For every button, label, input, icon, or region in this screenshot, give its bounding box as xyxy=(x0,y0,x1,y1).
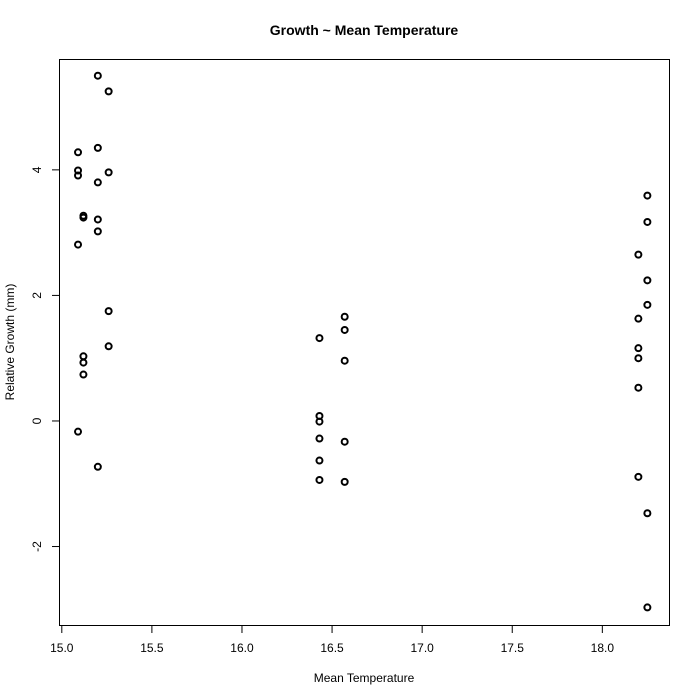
data-point xyxy=(315,434,324,443)
data-point xyxy=(340,356,349,365)
y-axis: -2 0 2 4 xyxy=(30,166,59,552)
data-point xyxy=(315,417,324,426)
data-point xyxy=(634,314,643,323)
data-point xyxy=(93,143,102,152)
data-point xyxy=(315,475,324,484)
data-point xyxy=(79,370,88,379)
data-point xyxy=(340,312,349,321)
data-point xyxy=(104,342,113,351)
data-point xyxy=(643,509,652,518)
data-point xyxy=(93,227,102,236)
data-point xyxy=(340,477,349,486)
data-point xyxy=(643,191,652,200)
x-tick-label: 15.0 xyxy=(50,641,74,655)
data-point xyxy=(315,456,324,465)
y-axis-label: Relative Growth (mm) xyxy=(3,284,17,401)
data-point xyxy=(74,171,83,180)
y-tick-label: 4 xyxy=(30,166,44,173)
data-point xyxy=(79,352,88,361)
data-point xyxy=(104,87,113,96)
data-point xyxy=(104,168,113,177)
data-point xyxy=(93,71,102,80)
data-point xyxy=(74,427,83,436)
y-tick-label: 2 xyxy=(30,292,44,299)
data-point xyxy=(104,307,113,316)
data-point xyxy=(634,383,643,392)
data-point xyxy=(643,603,652,612)
x-tick-label: 18.0 xyxy=(591,641,615,655)
data-point xyxy=(93,462,102,471)
y-tick-label: 0 xyxy=(30,417,44,424)
data-point xyxy=(634,354,643,363)
plot-frame xyxy=(59,59,670,626)
data-point xyxy=(634,344,643,353)
x-tick-label: 16.5 xyxy=(320,641,344,655)
data-point xyxy=(634,250,643,259)
data-point xyxy=(93,178,102,187)
data-point xyxy=(340,437,349,446)
x-tick-label: 17.0 xyxy=(410,641,434,655)
data-point xyxy=(643,276,652,285)
x-axis-label: Mean Temperature xyxy=(314,671,415,685)
data-point xyxy=(93,215,102,224)
data-point xyxy=(643,217,652,226)
data-point xyxy=(74,240,83,249)
data-point xyxy=(79,213,88,222)
data-point xyxy=(643,300,652,309)
x-tick-label: 15.5 xyxy=(140,641,164,655)
x-axis: 15.0 15.5 16.0 16.5 17.0 17.5 18.0 xyxy=(50,626,614,655)
data-point xyxy=(315,334,324,343)
data-points xyxy=(74,71,652,612)
chart-title: Growth ~ Mean Temperature xyxy=(270,22,459,38)
data-point xyxy=(74,148,83,157)
x-tick-label: 16.0 xyxy=(230,641,254,655)
data-point xyxy=(340,325,349,334)
x-tick-label: 17.5 xyxy=(501,641,525,655)
data-point xyxy=(634,472,643,481)
y-tick-label: -2 xyxy=(30,541,44,552)
data-point xyxy=(79,358,88,367)
